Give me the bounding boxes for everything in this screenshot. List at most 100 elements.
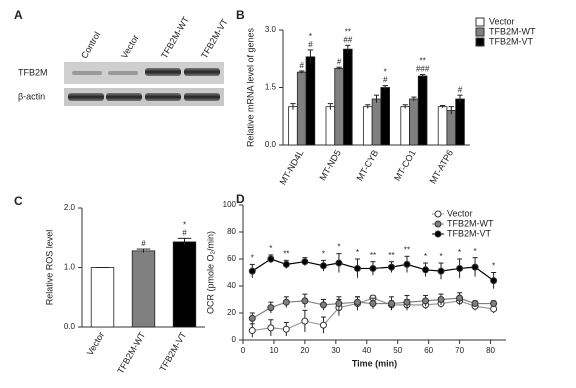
y-tick-label: 2.0 [64,203,76,212]
data-point [369,300,377,308]
legend-label: TFB2M-WT [447,218,494,228]
legend-marker [434,210,442,218]
blot-image [64,62,224,106]
significance-mark: ** [370,251,376,260]
bar [417,75,428,146]
data-point [282,325,290,333]
x-tick-label: MT-ND4L [278,148,306,186]
data-point [319,321,327,329]
data-point [267,324,275,332]
significance-mark: ## [343,35,352,44]
significance-mark: # [141,239,146,248]
significance-mark: * [424,252,427,261]
data-point [248,314,256,322]
bar [172,241,197,328]
data-point [282,298,290,306]
significance-mark: # [182,228,187,237]
legend-label: Vector [489,16,515,26]
legend-label: Vector [447,208,473,218]
bar [400,106,410,146]
y-axis-label: Relative mRNA level of genes [245,27,255,147]
legend-label: TFB2M-WT [489,26,536,36]
bar [371,98,382,146]
legend-marker [434,220,442,228]
data-point [267,255,275,263]
x-tick-label: 30 [331,346,340,355]
data-point [248,267,256,275]
data-point [319,301,327,309]
bar [325,106,336,146]
data-point [301,297,309,305]
data-point [437,267,445,275]
y-tick-label: 100 [223,200,237,209]
x-tick-label: MT-CYB [355,148,381,182]
y-tick-label: 0.0 [64,322,76,331]
data-point [301,317,309,325]
bar [446,110,457,146]
significance-mark: * [458,248,461,257]
bar [296,71,307,146]
lane-label: TFB2M-VT [199,17,230,61]
data-point [403,260,411,268]
x-tick-label: 10 [269,346,278,355]
x-axis-label: Time (min) [352,358,397,368]
x-tick-label: 50 [393,346,402,355]
significance-mark: * [251,254,254,263]
y-tick-label: 0.0 [265,140,277,149]
lane-label: Control [79,30,102,60]
y-tick-label: 60 [227,254,236,263]
data-point [353,264,361,272]
data-point [267,304,275,312]
significance-mark: * [183,220,186,229]
x-tick-label: 20 [300,346,309,355]
significance-mark: * [356,248,359,257]
legend-marker [475,17,485,27]
data-point [319,262,327,270]
significance-mark: * [322,249,325,258]
bar [437,106,448,146]
data-point [388,300,396,308]
legend-marker [475,37,485,47]
data-point [471,300,479,308]
bar [288,106,298,146]
y-axis-label: OCR (pmole O₂/min) [205,231,215,314]
panel-letter: C [14,194,23,208]
bar [305,56,316,146]
lane-label: TFB2M-WT [159,14,191,60]
significance-mark: # [337,57,342,66]
significance-mark: ** [420,57,426,66]
bar [455,98,465,146]
data-point [248,327,256,335]
bar [409,98,419,146]
significance-mark: * [269,244,272,253]
lane-label: Vector [119,33,140,60]
significance-mark: ** [345,27,351,36]
significance-mark: ** [388,251,394,260]
data-point [490,300,498,308]
data-point [388,263,396,271]
data-point [471,263,479,271]
legend-label: TFB2M-VT [447,228,492,238]
significance-mark: ** [283,249,289,258]
legend-label: TFB2M-VT [489,36,534,46]
data-point [335,259,343,267]
x-tick-label: 0 [241,346,246,355]
data-point [353,298,361,306]
significance-mark: * [384,68,387,77]
significance-mark: ** [404,245,410,254]
y-tick-label: 40 [227,281,236,290]
legend-marker [475,27,485,37]
x-tick-label: TFB2M-VT [158,330,189,374]
bar [334,67,344,146]
x-tick-label: Vector [85,330,106,357]
bar [131,250,156,328]
data-point [335,300,343,308]
data-point [282,260,290,268]
data-point [437,296,445,303]
significance-mark: * [337,243,340,252]
x-tick-label: 40 [362,346,371,355]
x-tick-label: 80 [486,346,495,355]
significance-mark: # [308,40,313,49]
data-point [456,294,464,302]
